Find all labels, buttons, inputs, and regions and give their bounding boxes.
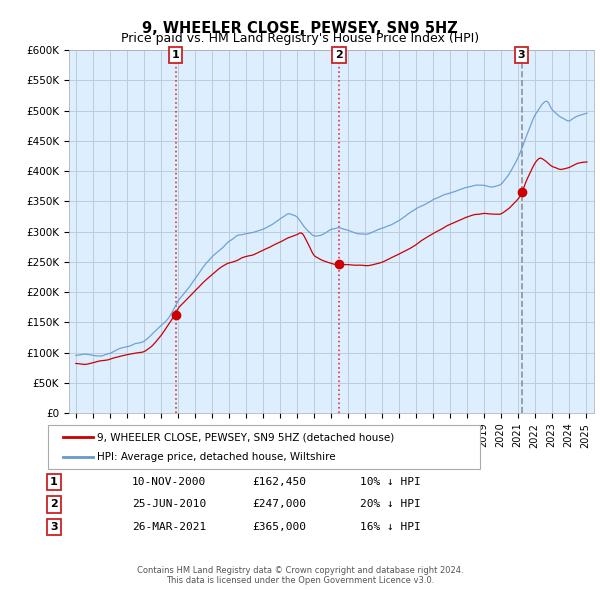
Text: 10% ↓ HPI: 10% ↓ HPI [360, 477, 421, 487]
Text: 16% ↓ HPI: 16% ↓ HPI [360, 522, 421, 532]
Text: 1: 1 [172, 50, 179, 60]
Text: 25-JUN-2010: 25-JUN-2010 [132, 500, 206, 509]
Text: Contains HM Land Registry data © Crown copyright and database right 2024.
This d: Contains HM Land Registry data © Crown c… [137, 566, 463, 585]
Text: 2: 2 [50, 500, 58, 509]
Text: 9, WHEELER CLOSE, PEWSEY, SN9 5HZ: 9, WHEELER CLOSE, PEWSEY, SN9 5HZ [142, 21, 458, 35]
Text: 2: 2 [335, 50, 343, 60]
Text: 3: 3 [50, 522, 58, 532]
Text: £162,450: £162,450 [252, 477, 306, 487]
Text: 1: 1 [50, 477, 58, 487]
Text: 10-NOV-2000: 10-NOV-2000 [132, 477, 206, 487]
Text: Price paid vs. HM Land Registry's House Price Index (HPI): Price paid vs. HM Land Registry's House … [121, 32, 479, 45]
Text: £247,000: £247,000 [252, 500, 306, 509]
Text: 20% ↓ HPI: 20% ↓ HPI [360, 500, 421, 509]
Text: £365,000: £365,000 [252, 522, 306, 532]
Text: 26-MAR-2021: 26-MAR-2021 [132, 522, 206, 532]
Text: 9, WHEELER CLOSE, PEWSEY, SN9 5HZ (detached house): 9, WHEELER CLOSE, PEWSEY, SN9 5HZ (detac… [97, 432, 394, 442]
Text: HPI: Average price, detached house, Wiltshire: HPI: Average price, detached house, Wilt… [97, 452, 336, 461]
Text: 3: 3 [518, 50, 526, 60]
